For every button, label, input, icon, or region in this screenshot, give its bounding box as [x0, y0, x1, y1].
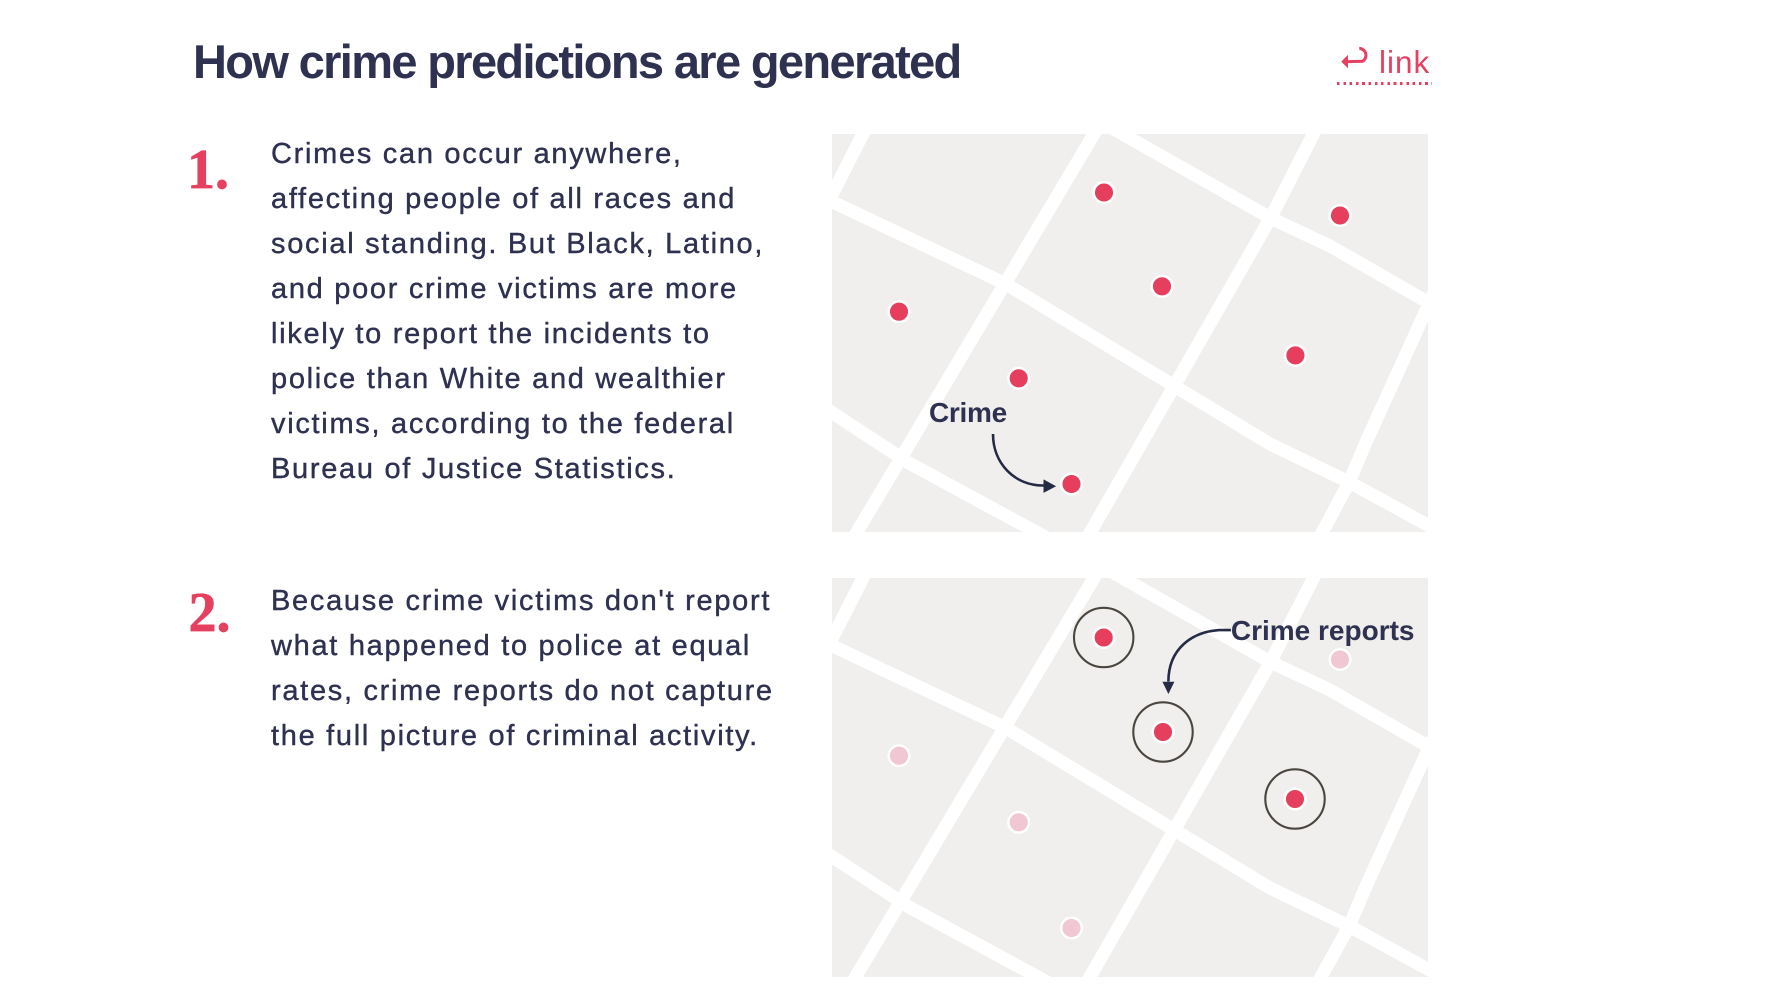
svg-text:Crime: Crime — [929, 397, 1007, 428]
svg-text:Crime reports: Crime reports — [1231, 615, 1415, 646]
